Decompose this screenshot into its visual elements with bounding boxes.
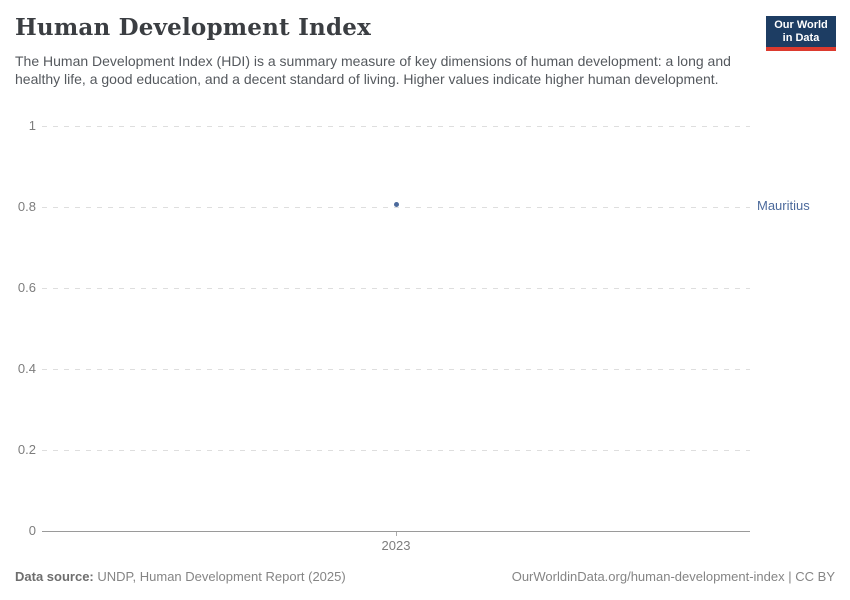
credit-note: OurWorldinData.org/human-development-ind… [512,568,835,585]
gridline-0.8 [42,207,750,208]
data-source-note: Data source: UNDP, Human Development Rep… [15,568,346,585]
y-tick-label-0.8: 0.8 [17,199,36,214]
credit-url[interactable]: OurWorldinData.org/human-development-ind… [511,569,785,584]
owid-logo-text: Our World in Data [766,16,836,47]
credit-separator: | [788,569,792,584]
gridline-0.4 [42,369,750,370]
gridline-1 [42,126,750,127]
y-tick-label-0.4: 0.4 [17,361,36,376]
gridline-0.6 [42,288,750,289]
owid-logo-line1: Our World [774,19,828,31]
y-tick-label-0: 0 [28,523,36,538]
owid-logo-line2: in Data [782,32,820,44]
entity-label-mauritius[interactable]: Mauritius [757,197,810,213]
data-source-value: UNDP, Human Development Report (2025) [97,569,346,584]
data-point-mauritius[interactable] [393,202,399,208]
page-title: Human Development Index [15,14,371,41]
x-axis-line [42,531,750,532]
owid-logo-accent-bar [766,47,836,51]
owid-logo[interactable]: Our World in Data [766,16,836,51]
chart-footer: Data source: UNDP, Human Development Rep… [15,568,835,585]
y-tick-label-1: 1 [28,118,36,133]
chart-subtitle: The Human Development Index (HDI) is a s… [15,53,731,87]
y-tick-label-0.2: 0.2 [17,442,36,457]
x-tick-label: 2023 [381,538,411,553]
x-tick-mark [396,532,397,536]
data-source-label: Data source: [15,569,94,584]
credit-license[interactable]: CC BY [795,569,835,584]
y-tick-label-0.6: 0.6 [17,280,36,295]
gridline-0.2 [42,450,750,451]
